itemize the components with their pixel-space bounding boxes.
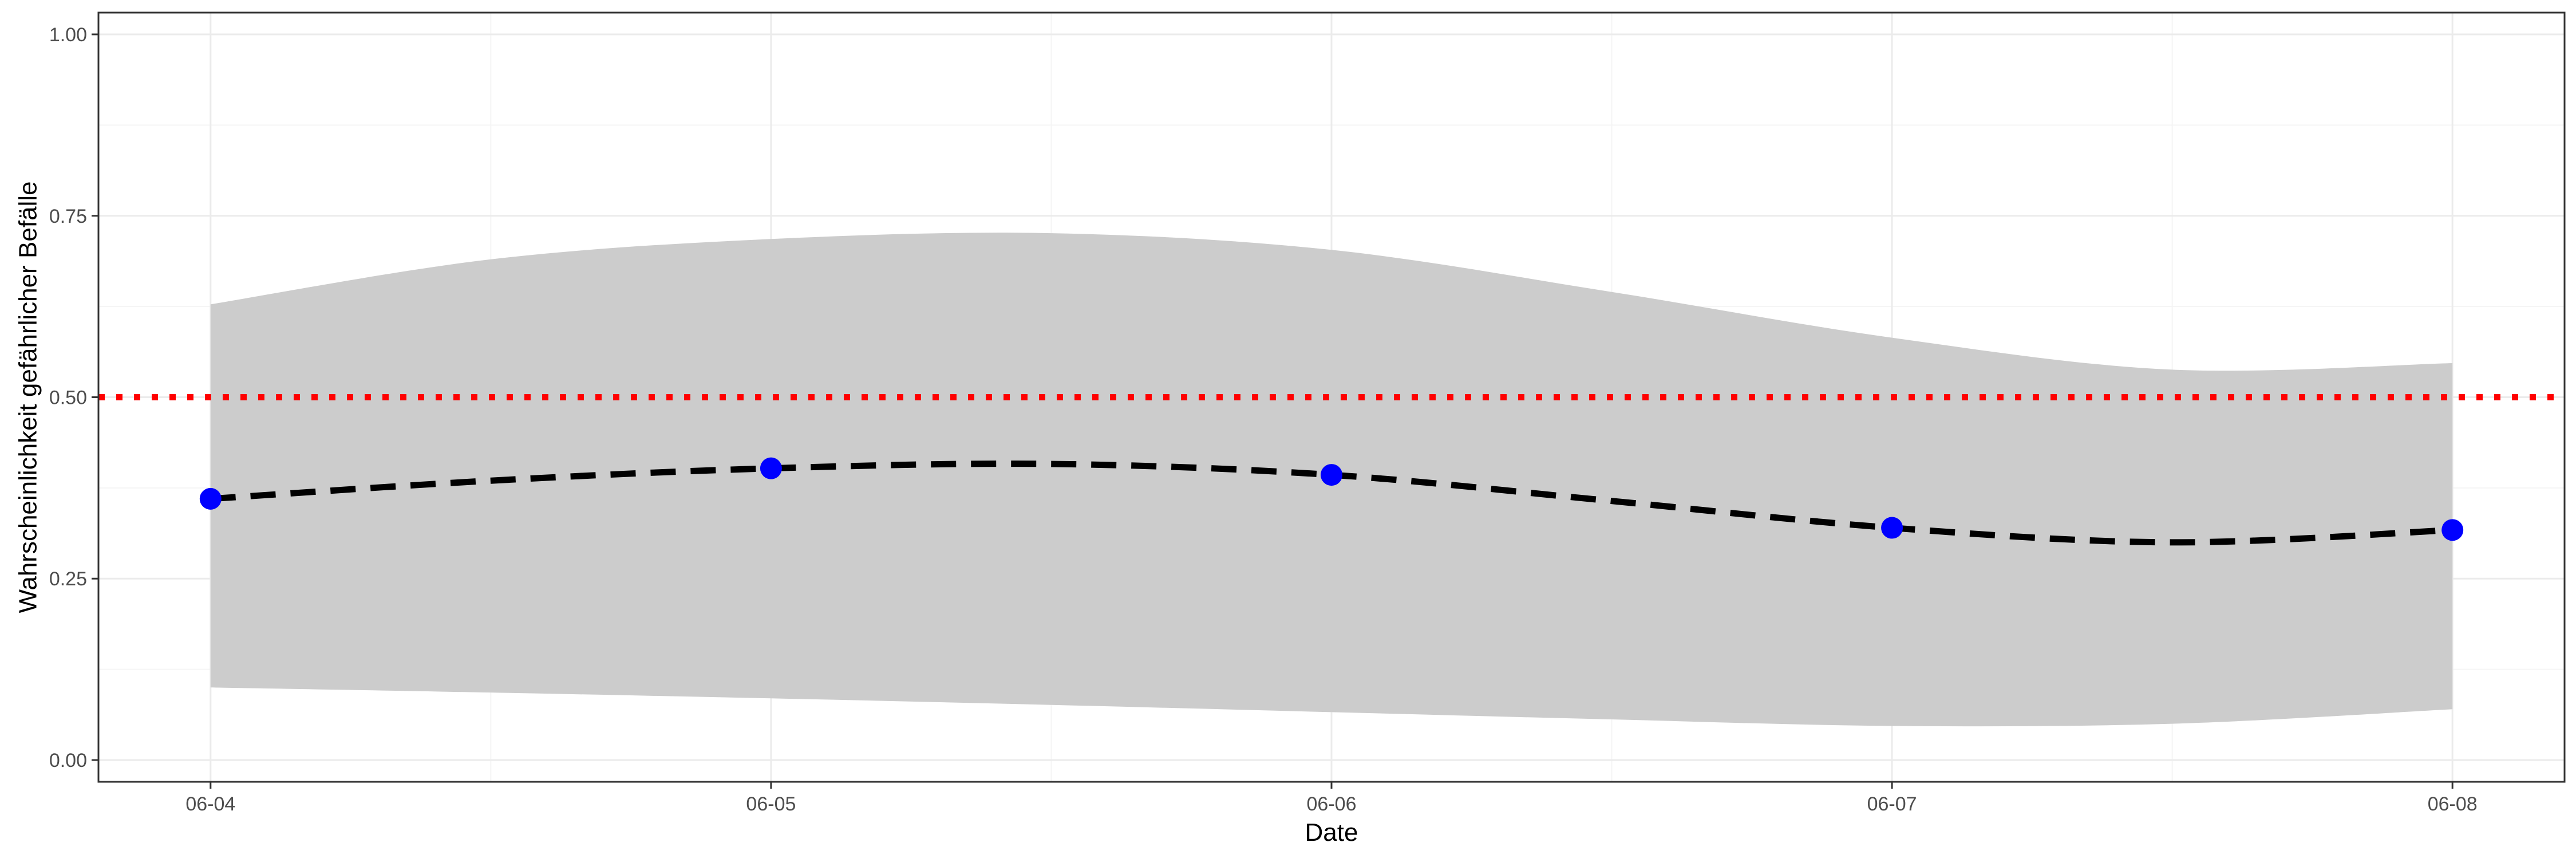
x-axis-title: Date: [1305, 818, 1358, 847]
data-point: [1321, 464, 1342, 486]
x-tick-label: 06-07: [1867, 793, 1917, 815]
x-tick-label: 06-04: [185, 793, 235, 815]
x-tick-label: 06-08: [2428, 793, 2478, 815]
y-tick-label: 1.00: [49, 24, 87, 46]
y-axis-title: Wahrscheinlichkeit gefährlicher Befälle: [14, 181, 42, 613]
x-axis-ticks: 06-04 06-05 06-06 06-07 06-08: [185, 782, 2478, 815]
y-axis-ticks: 0.00 0.25 0.50 0.75 1.00: [49, 24, 98, 772]
data-point: [2441, 519, 2464, 541]
data-point: [1881, 517, 1903, 539]
y-tick-label: 0.25: [49, 568, 87, 590]
y-tick-label: 0.00: [49, 750, 87, 772]
x-tick-label: 06-06: [1307, 793, 1357, 815]
data-point: [199, 487, 222, 510]
data-points-layer: [199, 457, 2464, 541]
data-point: [760, 457, 782, 479]
x-tick-label: 06-05: [746, 793, 796, 815]
y-tick-label: 0.50: [49, 387, 87, 409]
y-tick-label: 0.75: [49, 206, 87, 227]
